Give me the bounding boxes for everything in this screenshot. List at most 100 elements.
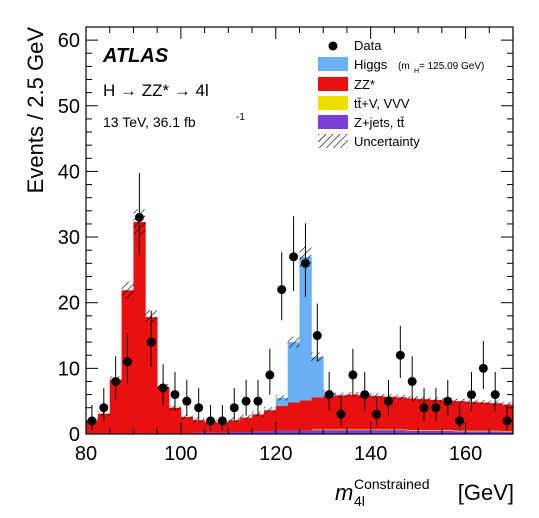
bar	[252, 431, 265, 434]
bar	[323, 395, 336, 430]
data-point	[395, 350, 405, 360]
x-tick-label: 140	[354, 443, 387, 465]
data-point	[123, 357, 133, 367]
legend-label-zz: ZZ*	[354, 77, 375, 92]
data-series	[87, 173, 512, 431]
data-point	[229, 403, 239, 413]
bar	[311, 357, 324, 398]
bar	[216, 432, 229, 434]
bar	[418, 430, 431, 431]
bar	[323, 430, 336, 434]
uncertainty-hatch	[501, 401, 513, 408]
data-point	[206, 416, 216, 426]
uncertainty-hatch	[275, 395, 288, 401]
data-point	[312, 331, 322, 341]
y-axis-title: Events / 2.5 GeV	[23, 27, 48, 194]
bar	[394, 429, 407, 431]
legend-label-higgs: Higgs	[354, 57, 388, 72]
bar	[311, 430, 324, 434]
bar	[370, 430, 383, 434]
bar	[287, 342, 300, 403]
bar	[477, 402, 490, 431]
bar	[263, 431, 277, 434]
bar	[287, 430, 300, 434]
data-point	[289, 252, 299, 262]
data-point	[253, 396, 263, 406]
legend: Data Higgs (m H = 125.09 GeV) ZZ* tt̄+V,…	[318, 38, 484, 149]
uncertainty-hatch	[180, 414, 193, 420]
bar	[252, 414, 265, 432]
data-point	[324, 390, 334, 400]
legend-swatch-uncertainty	[318, 134, 348, 148]
bar	[240, 417, 253, 433]
bar	[311, 397, 324, 430]
data-point	[158, 383, 168, 393]
bar	[287, 402, 300, 431]
process-label: H → ZZ* → 4l	[103, 81, 209, 100]
legend-item-zz: ZZ*	[318, 77, 375, 92]
bar	[465, 431, 478, 434]
data-point	[336, 409, 346, 419]
bar	[418, 430, 431, 434]
bar	[370, 429, 383, 431]
data-point	[111, 376, 121, 386]
bar	[192, 420, 206, 433]
data-point	[490, 390, 500, 400]
legend-higgs-mass-sub: H	[414, 68, 419, 75]
bar	[358, 395, 372, 430]
bar	[429, 430, 443, 431]
bar	[453, 430, 466, 432]
bar	[97, 413, 111, 434]
bar	[477, 431, 490, 434]
data-point	[478, 363, 488, 373]
bar	[204, 432, 217, 434]
energy-text: 13 TeV, 36.1 fb	[103, 114, 196, 130]
legend-swatch-zz	[318, 77, 348, 91]
data-point	[182, 396, 192, 406]
bar	[275, 397, 289, 406]
bar	[441, 430, 455, 431]
data-point	[194, 403, 204, 413]
data-point	[217, 416, 227, 426]
legend-item-data: Data	[328, 38, 382, 53]
x-tick-label: 160	[449, 443, 482, 465]
x-axis-title-superscript: Constrained	[354, 476, 430, 492]
x-axis-title-unit: [GeV]	[458, 480, 514, 505]
bar	[465, 430, 478, 432]
data-point	[419, 403, 429, 413]
data-point	[265, 370, 275, 380]
uncertainty-hatch	[263, 407, 276, 413]
uncertainty-hatch	[287, 336, 300, 348]
y-tick-label: 50	[58, 96, 80, 118]
legend-higgs-mass-open: (m	[398, 61, 410, 72]
bar	[335, 429, 348, 431]
legend-label-uncertainty: Uncertainty	[354, 134, 420, 149]
bar	[429, 430, 443, 434]
bar	[109, 379, 122, 434]
bar	[133, 221, 146, 434]
data-point	[383, 396, 393, 406]
legend-label-ttv: tt̄+V, VVV	[354, 96, 410, 111]
bar	[335, 430, 348, 434]
bar	[275, 405, 289, 431]
x-tick-label: 100	[164, 443, 197, 465]
bar	[406, 398, 419, 431]
bar	[501, 432, 514, 434]
legend-higgs-mass-value: = 125.09 GeV)	[419, 61, 484, 72]
bar	[394, 397, 407, 430]
x-tick-label: 80	[75, 443, 97, 465]
legend-swatch-ttv	[318, 96, 348, 110]
legend-label-data: Data	[354, 38, 382, 53]
legend-item-zjets: Z+jets, tt̄	[318, 115, 405, 130]
data-point	[360, 390, 370, 400]
data-point	[443, 396, 453, 406]
uncertainty-hatch	[121, 281, 134, 299]
bar	[192, 432, 206, 434]
bar	[275, 430, 289, 434]
data-point	[170, 390, 180, 400]
plot-frame	[85, 26, 514, 435]
bar	[228, 420, 241, 433]
y-tick-label: 10	[58, 358, 80, 380]
data-point	[431, 403, 441, 413]
